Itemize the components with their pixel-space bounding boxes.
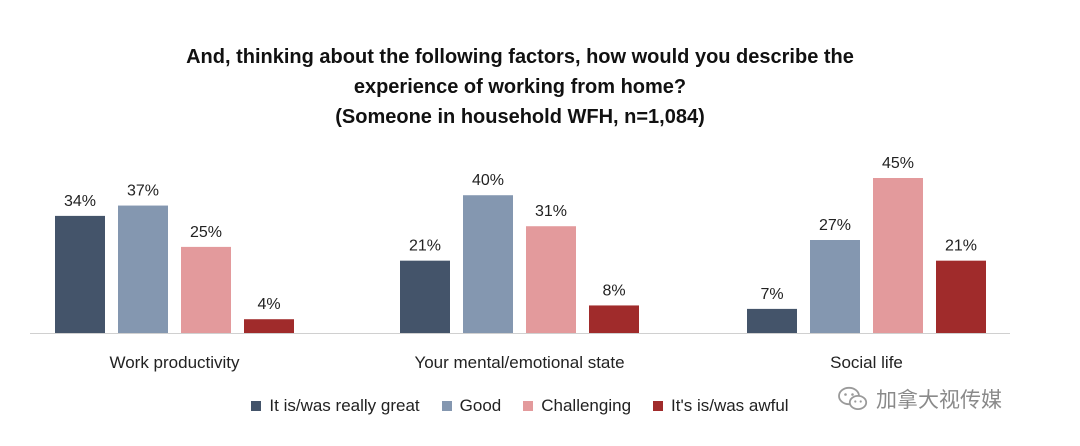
data-label-awful-1: 8% [602,282,625,299]
bar-challenging-2 [873,178,923,333]
chart-title-line-3: (Someone in household WFH, n=1,084) [335,106,705,128]
legend-label-challenging: Challenging [541,396,632,415]
data-label-challenging-1: 31% [535,203,567,220]
bar-challenging-0 [181,246,231,333]
legend-swatch-challenging [523,401,534,411]
legend-item-awful: It's is/was awful [653,396,789,416]
chart-title: And, thinking about the following factor… [0,42,1040,132]
bar-great-0 [55,215,105,333]
legend-swatch-awful [653,401,664,411]
data-label-challenging-0: 25% [190,224,222,241]
bar-chart: 34% 37% 25% 4% Work productivity 21% 40% 31% 8% Y… [30,155,1010,372]
legend-item-great: It is/was really great [251,396,420,416]
category-label-1: Your mental/emotional state [414,353,624,372]
chart-legend: It is/was really great Good Challenging … [0,396,1040,416]
chart-title-line-1: And, thinking about the following factor… [186,46,854,68]
data-label-awful-0: 4% [257,296,280,313]
data-label-great-2: 7% [760,286,783,303]
legend-item-challenging: Challenging [523,396,631,416]
bar-awful-1 [589,305,639,333]
category-label-2: Social life [830,353,903,372]
bar-awful-0 [244,319,294,333]
chart-title-line-2: experience of working from home? [353,76,687,98]
bar-great-2 [747,308,797,333]
data-label-great-0: 34% [64,193,96,210]
legend-swatch-great [251,401,262,411]
bar-good-0 [118,205,168,333]
bar-great-1 [400,260,450,333]
data-label-good-1: 40% [472,172,504,189]
legend-label-awful: It's is/was awful [671,396,789,415]
data-label-challenging-2: 45% [882,155,914,172]
bar-good-2 [810,240,860,333]
legend-swatch-good [441,401,452,411]
watermark: 加拿大视传媒 [838,384,1002,414]
data-label-good-2: 27% [819,217,851,234]
data-label-great-1: 21% [409,238,441,255]
legend-item-good: Good [441,396,502,416]
bar-awful-2 [936,260,986,333]
category-label-0: Work productivity [109,353,240,372]
legend-label-good: Good [459,396,502,415]
bar-good-1 [463,195,513,333]
wechat-icon [838,386,868,410]
watermark-text: 加拿大视传媒 [876,388,1002,412]
data-label-good-0: 37% [127,183,159,200]
legend-label-great: It is/was really great [269,396,420,415]
data-label-awful-2: 21% [945,238,977,255]
bar-challenging-1 [526,226,576,333]
